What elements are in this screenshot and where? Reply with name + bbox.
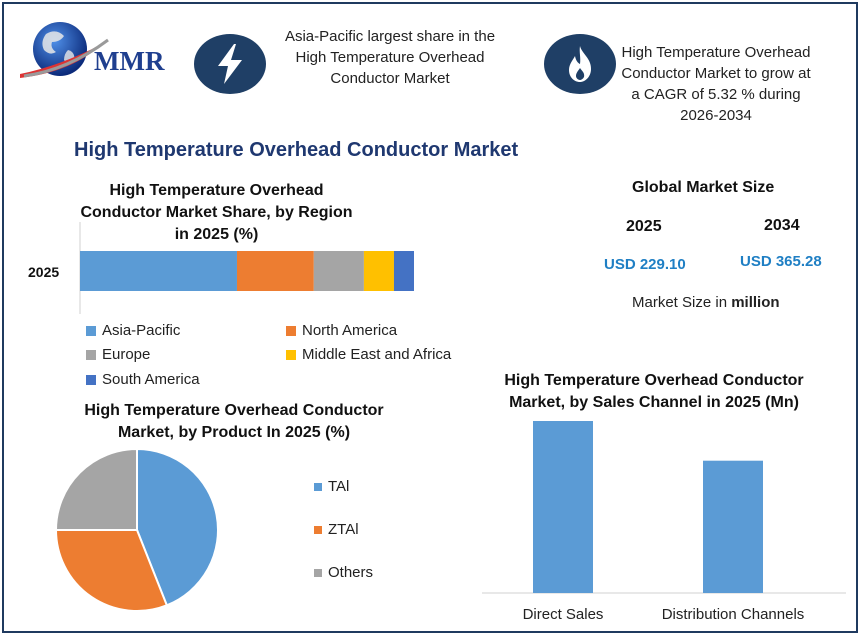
legend-label: North America [302, 322, 398, 339]
product-legend: TAl ZTAl Others [314, 478, 434, 588]
pie-slice-others [54, 447, 138, 531]
region-legend-item-north-america: North America [286, 322, 397, 339]
lightning-bolt-icon [194, 34, 266, 94]
channel-bar-direct-sales [533, 421, 593, 593]
region-bar-middle-east-and-africa [363, 251, 394, 291]
market-size-unit-bold: million [731, 294, 780, 311]
legend-label: Middle East and Africa [302, 346, 452, 363]
region-bar-asia-pacific [80, 251, 237, 291]
product-chart-title: High Temperature Overhead Conductor Mark… [84, 402, 384, 441]
product-pie-chart [54, 447, 219, 612]
region-legend-item-asia-pacific: Asia-Pacific [86, 322, 180, 339]
region-legend-item-south-america: South America [86, 371, 200, 388]
legend-swatch [86, 349, 96, 360]
legend-swatch [314, 482, 322, 491]
legend-swatch [314, 525, 322, 534]
cagr-note: High Temperature Overhead Conductor Mark… [621, 44, 811, 124]
market-size-value-2025: USD 229.10 [604, 256, 686, 273]
legend-swatch [86, 374, 96, 385]
legend-swatch [286, 349, 296, 360]
region-bar-europe [313, 251, 364, 291]
logo: MMR [16, 16, 176, 86]
region-note: Asia-Pacific largest share in the High T… [284, 28, 496, 87]
legend-swatch [86, 325, 96, 336]
pie-legend-item-ztal: ZTAl [314, 521, 359, 538]
legend-label: Europe [102, 346, 151, 363]
channel-chart-title: High Temperature Overhead Conductor Mark… [504, 372, 804, 411]
globe-icon [20, 22, 109, 78]
legend-label: Others [328, 564, 374, 581]
legend-label: TAl [328, 478, 350, 495]
market-size-value-2034: USD 365.28 [740, 253, 822, 270]
market-size-year-2025: 2025 [626, 218, 662, 235]
market-size-unit-prefix: Market Size in [632, 294, 732, 311]
channel-bar-distribution-channels [703, 460, 763, 593]
legend-swatch [314, 568, 322, 577]
pie-legend-item-others: Others [314, 564, 373, 581]
pie-legend-item-tal: TAl [314, 478, 349, 495]
legend-label: Asia-Pacific [102, 322, 181, 339]
region-legend: Asia-Pacific North America Europe Middle Ea… [86, 322, 486, 394]
legend-label: ZTAl [328, 521, 359, 538]
region-category-label: 2025 [28, 264, 59, 280]
page-title: High Temperature Overhead Conductor Mark… [74, 139, 519, 161]
logo-text: MMR [94, 46, 165, 76]
region-legend-item-europe: Europe [86, 346, 150, 363]
legend-label: South America [102, 371, 200, 388]
region-bar-south-america [393, 251, 414, 291]
region-bar-north-america [236, 251, 314, 291]
channel-category-label-distribution-channels: Distribution Channels [662, 606, 805, 623]
legend-swatch [286, 325, 296, 336]
pie-slice-tal [136, 447, 219, 607]
market-size-title: Global Market Size [632, 179, 775, 196]
sales-channel-chart: Direct Sales Distribution Channels [482, 421, 846, 623]
region-chart: 2025 [28, 222, 414, 314]
market-size-year-2034: 2034 [764, 217, 800, 234]
pie-slice-ztal [54, 529, 169, 612]
region-legend-item-middle-east-and-africa: Middle East and Africa [286, 346, 451, 363]
region-chart-title: High Temperature Overhead Conductor Mark… [80, 182, 353, 243]
market-size-unit: Market Size in million [632, 294, 780, 311]
flame-icon [544, 34, 616, 94]
channel-category-label-direct-sales: Direct Sales [523, 606, 604, 623]
